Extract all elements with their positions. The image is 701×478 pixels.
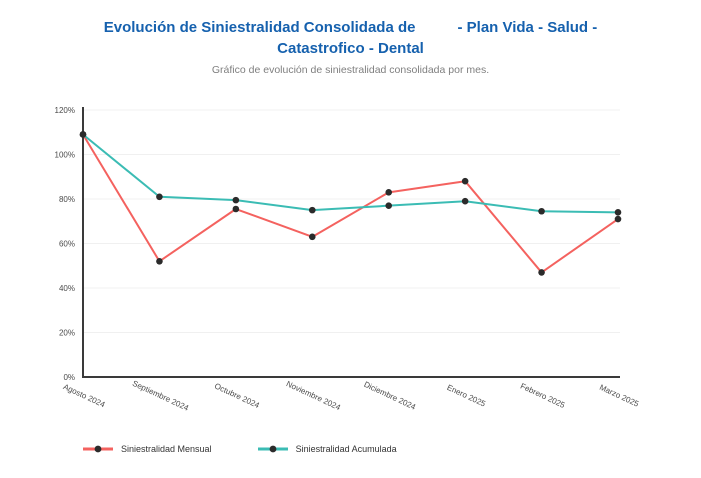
siniestralidad-line-chart: 0% 20% 40% 60% 80% 100% 120% Agosto 2024 Septiem… [55, 106, 641, 413]
y-tick-label: 40% [59, 284, 75, 293]
x-axis-tick-labels: Agosto 2024 Septiembre 2024 Octubre 2024 No… [62, 379, 641, 413]
legend-label-acumulada: Siniestralidad Acumulada [295, 444, 397, 454]
legend-marker-mensual [83, 445, 113, 453]
series-markers-siniestralidad-mensual [79, 131, 622, 276]
legend-label-mensual: Siniestralidad Mensual [121, 444, 212, 454]
x-tick-label: Diciembre 2024 [362, 380, 417, 412]
y-tick-label: 20% [59, 329, 75, 338]
data-point-marker [156, 258, 163, 265]
gridlines [83, 109, 620, 333]
series-line-siniestralidad-acumulada [82, 133, 619, 214]
data-point-marker [614, 209, 622, 216]
x-tick-label: Noviembre 2024 [285, 379, 343, 412]
chart-title-part2: - Plan Vida - Salud - [457, 19, 598, 36]
series-line-siniestralidad-mensual [82, 133, 619, 274]
data-point-marker [614, 215, 622, 223]
data-point-marker [385, 189, 393, 196]
data-point-marker [538, 207, 545, 215]
data-point-marker [385, 202, 393, 209]
x-tick-label: Agosto 2024 [62, 382, 107, 409]
chart-legend: Siniestralidad Mensual Siniestralidad Ac… [83, 444, 397, 454]
data-point-marker [308, 206, 316, 214]
x-tick-label: Octubre 2024 [213, 381, 261, 410]
series-markers-siniestralidad-acumulada [79, 131, 622, 216]
chart-title-line2: Catastrofico - Dental [277, 40, 424, 57]
x-tick-label: Febrero 2025 [519, 382, 567, 411]
data-point-marker [156, 193, 163, 201]
y-tick-label: 100% [55, 151, 75, 160]
y-tick-label: 120% [55, 106, 75, 115]
chart-title: Evolución de Siniestralidad Consolidada … [0, 17, 701, 59]
data-point-marker [232, 205, 240, 213]
data-point-marker [308, 233, 316, 241]
y-tick-label: 60% [59, 240, 75, 249]
y-axis-tick-labels: 0% 20% 40% 60% 80% 100% 120% [55, 106, 75, 382]
data-point-marker [232, 196, 240, 204]
data-point-marker [461, 177, 469, 185]
data-point-marker [461, 197, 469, 205]
data-point-marker [538, 269, 545, 276]
x-tick-label: Septiembre 2024 [131, 379, 191, 413]
chart-title-line1: Evolución de Siniestralidad Consolidada … [0, 17, 701, 38]
x-tick-label: Marzo 2025 [598, 383, 641, 409]
legend-item-acumulada[interactable]: Siniestralidad Acumulada [257, 444, 397, 454]
chart-subtitle: Gráfico de evolución de siniestralidad c… [211, 64, 490, 76]
legend-item-mensual[interactable]: Siniestralidad Mensual [83, 444, 212, 454]
y-tick-label: 0% [63, 373, 75, 382]
x-tick-label: Enero 2025 [446, 383, 488, 409]
y-tick-label: 80% [59, 195, 75, 204]
legend-marker-acumulada [257, 445, 288, 453]
chart-title-part1: Evolución de Siniestralidad Consolidada … [103, 19, 416, 36]
data-point-marker [79, 131, 87, 138]
